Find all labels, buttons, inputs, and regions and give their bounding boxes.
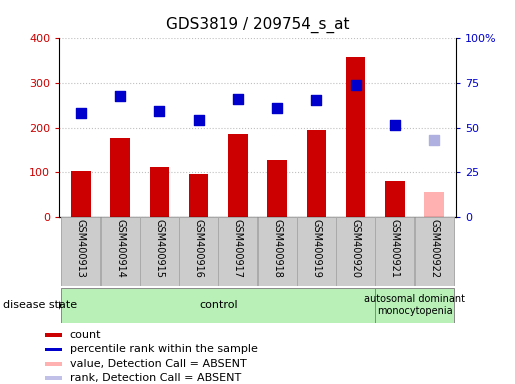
- Bar: [110, 137, 130, 217]
- Text: GSM400918: GSM400918: [272, 219, 282, 278]
- Bar: [45, 333, 62, 337]
- Text: value, Detection Call = ABSENT: value, Detection Call = ABSENT: [70, 359, 247, 369]
- Text: GSM400919: GSM400919: [312, 219, 321, 278]
- Bar: [375, 288, 454, 323]
- Bar: [346, 57, 366, 217]
- Text: GSM400922: GSM400922: [429, 219, 439, 278]
- Point: [116, 93, 124, 99]
- Bar: [61, 217, 100, 286]
- Text: rank, Detection Call = ABSENT: rank, Detection Call = ABSENT: [70, 373, 241, 383]
- Bar: [61, 288, 375, 323]
- Bar: [385, 181, 405, 217]
- Bar: [71, 171, 91, 217]
- Bar: [45, 362, 62, 366]
- Bar: [297, 217, 336, 286]
- Bar: [306, 130, 326, 217]
- Text: GSM400920: GSM400920: [351, 219, 360, 278]
- Text: disease state: disease state: [3, 300, 77, 310]
- Text: GSM400913: GSM400913: [76, 219, 86, 278]
- Text: GSM400921: GSM400921: [390, 219, 400, 278]
- Bar: [179, 217, 218, 286]
- Text: autosomal dominant
monocytopenia: autosomal dominant monocytopenia: [364, 295, 465, 316]
- Bar: [45, 348, 62, 351]
- Text: GDS3819 / 209754_s_at: GDS3819 / 209754_s_at: [166, 17, 349, 33]
- Bar: [149, 167, 169, 217]
- Text: GSM400916: GSM400916: [194, 219, 203, 278]
- Point: [195, 117, 203, 123]
- Bar: [415, 217, 454, 286]
- Bar: [424, 192, 444, 217]
- Point: [273, 106, 281, 112]
- Bar: [189, 174, 209, 217]
- Point: [155, 108, 163, 114]
- Bar: [140, 217, 179, 286]
- Bar: [336, 217, 375, 286]
- Point: [430, 137, 438, 143]
- FancyArrow shape: [49, 299, 61, 311]
- Bar: [267, 160, 287, 217]
- Text: percentile rank within the sample: percentile rank within the sample: [70, 344, 258, 354]
- Bar: [258, 217, 297, 286]
- Bar: [375, 217, 415, 286]
- Point: [352, 82, 360, 88]
- Bar: [228, 134, 248, 217]
- Point: [234, 96, 242, 102]
- Text: control: control: [199, 300, 237, 310]
- Text: GSM400915: GSM400915: [154, 219, 164, 278]
- Bar: [45, 376, 62, 380]
- Text: GSM400917: GSM400917: [233, 219, 243, 278]
- Text: GSM400914: GSM400914: [115, 219, 125, 278]
- Text: count: count: [70, 330, 101, 340]
- Bar: [218, 217, 258, 286]
- Point: [391, 121, 399, 127]
- Point: [312, 98, 320, 104]
- Point: [77, 109, 85, 116]
- Bar: [100, 217, 140, 286]
